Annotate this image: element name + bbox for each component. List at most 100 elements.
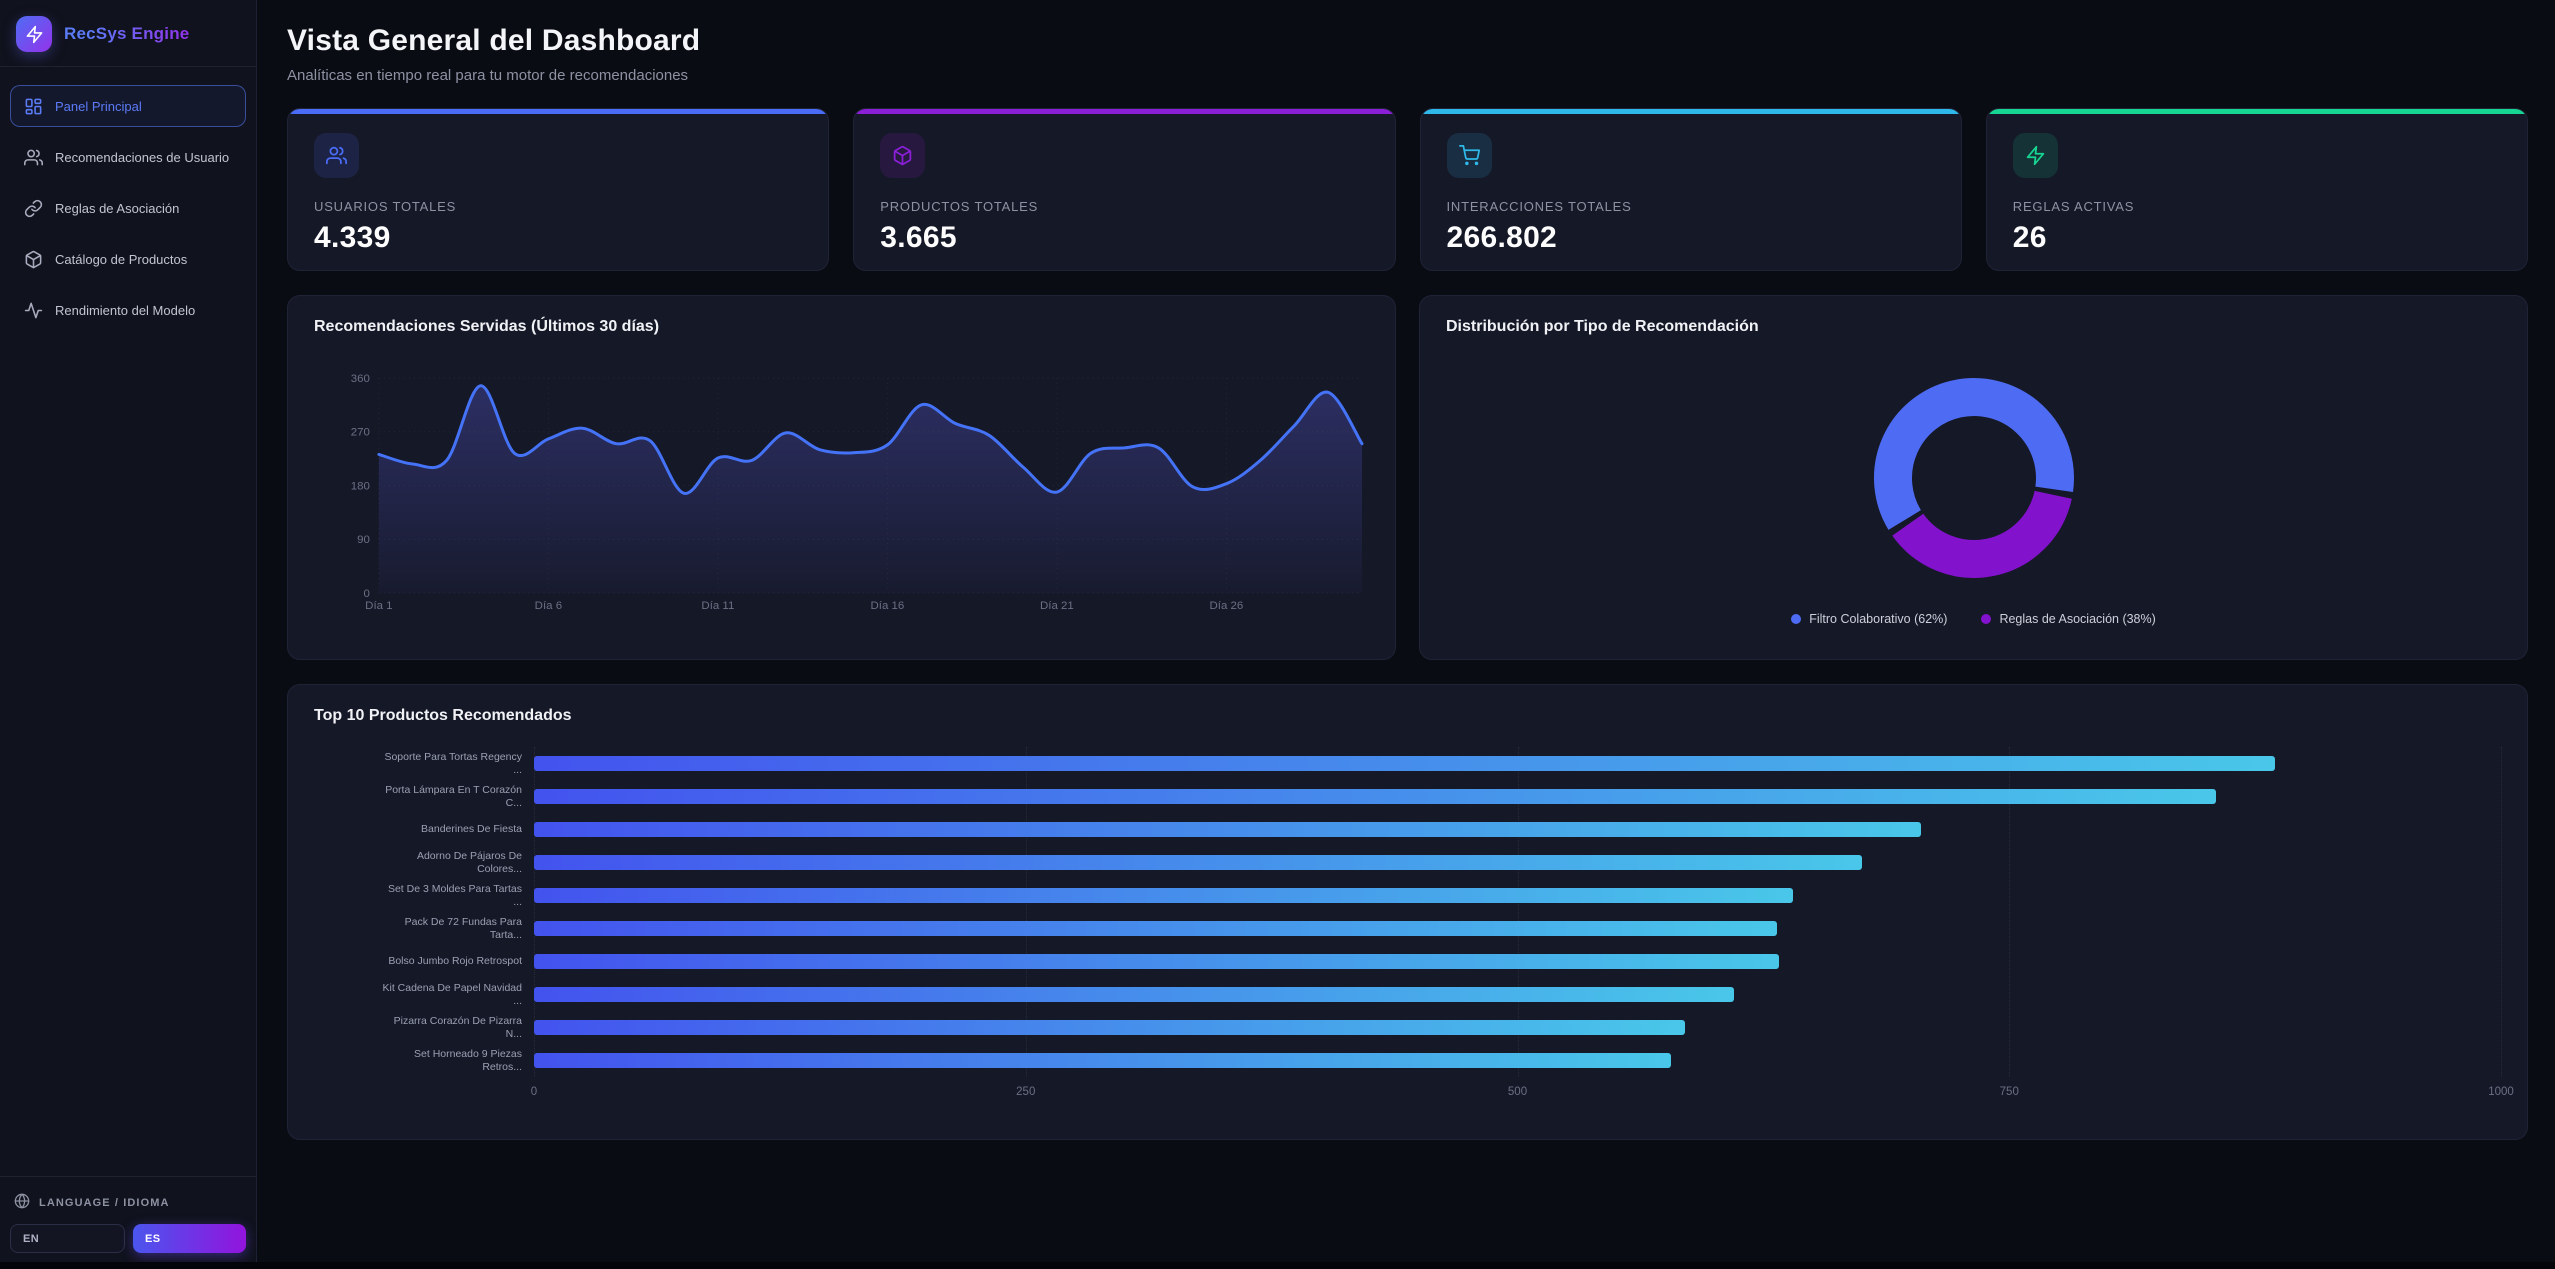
language-button-es[interactable]: ES (133, 1224, 246, 1253)
donut-slice-reglas-de-asociacion (1891, 490, 2072, 578)
bar-track (534, 1020, 2501, 1035)
y-axis-tick: 360 (351, 373, 370, 385)
bar-category-label: Set Horneado 9 Piezas Retros... (314, 1048, 522, 1073)
legend-label: Reglas de Asociación (38%) (1999, 612, 2156, 626)
bar-x-axis: 0 250 500 750 1000 (530, 1077, 2514, 1103)
bar-fill[interactable] (534, 1020, 1685, 1035)
sidebar-item-label: Reglas de Asociación (55, 200, 180, 216)
gridline-x (2501, 747, 2502, 1077)
donut-chart-card: Distribución por Tipo de Recomendación F… (1419, 295, 2528, 660)
bolt-icon (2026, 145, 2044, 166)
line-chart: 0 90 180 270 360 Día 1 Día 6 Día 11 Día 16 Día 21… (351, 373, 1364, 612)
sidebar: RecSys Engine Panel Principal Recomendaci… (0, 0, 257, 1269)
sidebar-item-label: Panel Principal (55, 98, 142, 114)
bar-chart-title: Top 10 Productos Recomendados (314, 707, 572, 724)
language-label-row: LANGUAGE / IDIOMA (10, 1189, 246, 1224)
bar-category-label: Pack De 72 Fundas Para Tarta... (314, 916, 522, 941)
sidebar-item-rendimiento-del-modelo[interactable]: Rendimiento del Modelo (10, 289, 246, 331)
bar-fill[interactable] (534, 921, 1778, 936)
bar-row: Adorno De Pájaros De Colores... (314, 846, 2501, 879)
bolt-icon (26, 25, 42, 43)
bar-track (534, 789, 2501, 804)
bar-track (534, 987, 2501, 1002)
donut-chart-title: Distribución por Tipo de Recomendación (1446, 318, 1759, 335)
bar-fill[interactable] (534, 1053, 1671, 1068)
bar-fill[interactable] (534, 756, 2275, 771)
users-icon (326, 146, 347, 165)
gridline-x (1025, 747, 1027, 1077)
language-button-label: ES (145, 1232, 161, 1245)
bar-row: Soporte Para Tortas Regency... (314, 747, 2501, 780)
package-icon (894, 145, 912, 166)
x-axis-tick: 750 (1999, 1086, 2019, 1098)
sidebar-nav: Panel Principal Recomendaciones de Usuari… (0, 71, 256, 345)
bar-chart-card: Top 10 Productos Recomendados Soporte Pa… (287, 684, 2528, 1140)
brand-name: RecSys Engine (64, 24, 190, 43)
bar-label-line1: Banderines De Fiesta (421, 823, 522, 836)
x-axis-tick: 1000 (2488, 1086, 2514, 1098)
bar-fill[interactable] (534, 987, 1734, 1002)
stat-card-label: REGLAS ACTIVAS (2012, 199, 2135, 214)
bar-row: Pizarra Corazón De Pizarra N... (314, 1011, 2501, 1044)
bar-label-line1: Bolso Jumbo Rojo Retrospot (388, 955, 522, 968)
x-axis-tick: Día 21 (1040, 600, 1074, 612)
bar-fill[interactable] (534, 855, 1862, 870)
bar-fill[interactable] (534, 789, 2216, 804)
stat-card-icon-chip (880, 133, 926, 178)
x-axis-tick: Día 16 (871, 600, 905, 612)
x-axis-tick: Día 6 (535, 600, 562, 612)
sidebar-item-cat-logo-de-productos[interactable]: Catálogo de Productos (10, 238, 246, 280)
bar-track (534, 855, 2501, 870)
bar-category-label: Banderines De Fiesta (314, 823, 522, 836)
stat-card-accent-bar (288, 109, 829, 114)
bar-label-line1: Set Horneado 9 Piezas (414, 1047, 522, 1060)
language-button-en[interactable]: EN (10, 1224, 125, 1253)
area-fill (378, 385, 1363, 593)
bar-category-label: Adorno De Pájaros De Colores... (314, 850, 522, 875)
main-content: Vista General del Dashboard Analíticas e… (257, 0, 2555, 1269)
bar-fill[interactable] (534, 954, 1780, 969)
bar-category-label: Porta Lámpara En T Corazón C... (314, 784, 522, 809)
sidebar-item-reglas-de-asociaci-n[interactable]: Reglas de Asociación (10, 187, 246, 229)
globe-icon (14, 1193, 30, 1209)
bar-track (534, 822, 2501, 837)
language-label: LANGUAGE / IDIOMA (39, 1196, 170, 1209)
donut-legend: Filtro Colaborativo (62%) Reglas de Asoci… (1791, 612, 2156, 626)
page-title: Vista General del Dashboard (287, 24, 701, 57)
bar-row: Set De 3 Moldes Para Tartas... (314, 879, 2501, 912)
bar-category-label: Pizarra Corazón De Pizarra N... (314, 1015, 522, 1040)
bar-label-line2: C... (505, 796, 522, 809)
sidebar-item-recomendaciones-de-usuario[interactable]: Recomendaciones de Usuario (10, 136, 246, 178)
bar-label-line1: Adorno De Pájaros De (416, 849, 522, 862)
bar-category-label: Kit Cadena De Papel Navidad... (314, 982, 522, 1007)
sidebar-item-panel-principal[interactable]: Panel Principal (10, 85, 246, 127)
stat-card-value: 26 (2012, 221, 2047, 254)
sidebar-item-label: Catálogo de Productos (55, 251, 188, 267)
bar-row: Kit Cadena De Papel Navidad... (314, 978, 2501, 1011)
x-axis-tick: 500 (1507, 1086, 1528, 1098)
stat-card-reglas-activas: REGLAS ACTIVAS 26 (1985, 108, 2528, 271)
bar-track (534, 1053, 2501, 1068)
bar-fill[interactable] (534, 888, 1793, 903)
y-axis-tick: 180 (351, 480, 370, 492)
bar-row: Pack De 72 Fundas Para Tarta... (314, 912, 2501, 945)
bar-row: Bolso Jumbo Rojo Retrospot (314, 945, 2501, 978)
bar-row: Set Horneado 9 Piezas Retros... (314, 1044, 2501, 1077)
stat-card-label: USUARIOS TOTALES (314, 199, 457, 214)
gridline-x (2009, 747, 2011, 1077)
bar-fill[interactable] (534, 822, 1921, 837)
x-axis-tick: Día 26 (1210, 600, 1244, 612)
bar-track (534, 888, 2501, 903)
y-axis-tick: 0 (364, 588, 370, 600)
cart-icon (1458, 145, 1480, 166)
link-icon (24, 199, 43, 217)
y-axis-tick: 270 (351, 427, 370, 439)
bar-category-label: Bolso Jumbo Rojo Retrospot (314, 955, 522, 968)
stat-card-icon-chip (1446, 133, 1492, 178)
line-chart-card: Recomendaciones Servidas (Últimos 30 día… (287, 295, 1396, 660)
stat-card-icon-chip (314, 133, 359, 178)
bar-category-label: Set De 3 Moldes Para Tartas... (314, 883, 522, 908)
x-axis-tick: 0 (530, 1086, 538, 1098)
globe-icon (14, 1193, 30, 1212)
